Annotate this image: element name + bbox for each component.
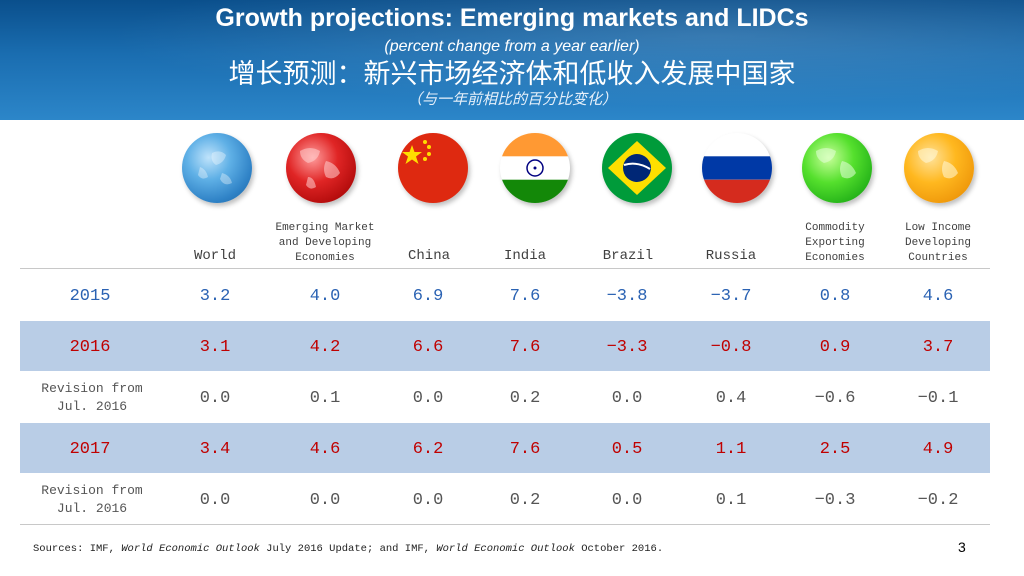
table-cell: 6.2 [412, 440, 444, 459]
table-cell: 4.6 [922, 287, 954, 306]
table-cell: 3.7 [922, 338, 954, 357]
table-cell: 3.4 [199, 440, 231, 459]
source-note: Sources: IMF, World Economic Outlook Jul… [33, 543, 664, 555]
table-cell: 0.0 [611, 389, 643, 408]
table-cell: 0.1 [715, 491, 747, 510]
divider [20, 524, 990, 525]
table-row-2016: 2016 3.1 4.2 6.6 7.6 −3.3 −0.8 0.9 3.7 [20, 321, 990, 371]
table-cell: 0.8 [819, 287, 851, 306]
col-header-russia: Russia [705, 248, 757, 264]
table-cell: 4.9 [922, 440, 954, 459]
subtitle-english: (percent change from a year earlier) [384, 38, 640, 55]
row-label: 2016 [69, 338, 111, 357]
col-header-emde: Emerging Market and Developing Economies [275, 222, 375, 264]
row-label: 2015 [69, 287, 111, 306]
table-cell: −0.1 [917, 389, 959, 408]
table-cell: −3.3 [606, 338, 648, 357]
table-cell: −0.2 [917, 491, 959, 510]
title-chinese: 增长预测：新兴市场经济体和低收入发展中国家 [228, 59, 796, 90]
table-cell: 0.5 [611, 440, 643, 459]
table-cell: 0.0 [412, 389, 444, 408]
table-cell: −0.6 [814, 389, 856, 408]
table-row-2015: 2015 3.2 4.0 6.9 7.6 −3.8 −3.7 0.8 4.6 [20, 269, 990, 321]
col-header-china: China [407, 248, 450, 264]
table-cell: 0.0 [199, 491, 231, 510]
table-row-revision-2016: Revision from Jul. 2016 0.0 0.1 0.0 0.2 … [20, 372, 990, 422]
table-cell: −0.8 [710, 338, 752, 357]
table-cell: 3.1 [199, 338, 231, 357]
brazil-flag-icon [602, 133, 672, 203]
page-number: 3 [958, 539, 966, 555]
table-cell: 7.6 [509, 338, 541, 357]
table-cell: −3.8 [606, 287, 648, 306]
table-cell: 2.5 [819, 440, 851, 459]
table-cell: 0.0 [199, 389, 231, 408]
india-flag-icon [500, 133, 570, 203]
table-cell: 4.6 [309, 440, 341, 459]
table-cell: 4.2 [309, 338, 341, 357]
table-cell: −0.3 [814, 491, 856, 510]
world-globe-icon [182, 133, 252, 203]
table-cell: 0.1 [309, 389, 341, 408]
col-header-brazil: Brazil [602, 248, 654, 264]
subtitle-chinese: （与一年前相比的百分比变化） [406, 90, 617, 108]
table-cell: 7.6 [509, 287, 541, 306]
table-cell: 1.1 [715, 440, 747, 459]
row-label: Revision from Jul. 2016 [41, 483, 143, 516]
col-header-world: World [193, 248, 236, 264]
table-row-2017: 2017 3.4 4.6 6.2 7.6 0.5 1.1 2.5 4.9 [20, 423, 990, 473]
emerging-markets-globe-icon [286, 133, 356, 203]
table-cell: 0.4 [715, 389, 747, 408]
title-banner: Growth projections: Emerging markets and… [0, 0, 1024, 120]
table-row-revision-2017: Revision from Jul. 2016 0.0 0.0 0.0 0.2 … [20, 474, 990, 524]
col-header-lidc: Low Income Developing Countries [904, 222, 971, 264]
row-label: Revision from Jul. 2016 [41, 381, 143, 414]
table-cell: 6.9 [412, 287, 444, 306]
commodity-exporters-globe-icon [802, 133, 872, 203]
table-cell: 7.6 [509, 440, 541, 459]
china-flag-icon [398, 133, 468, 203]
lidc-globe-icon [904, 133, 974, 203]
table-cell: 0.0 [611, 491, 643, 510]
table-cell: −3.7 [710, 287, 752, 306]
table-cell: 0.9 [819, 338, 851, 357]
table-cell: 0.2 [509, 389, 541, 408]
table-cell: 4.0 [309, 287, 341, 306]
table-cell: 6.6 [412, 338, 444, 357]
russia-flag-icon [702, 133, 772, 203]
col-header-india: India [503, 248, 546, 264]
row-label: 2017 [69, 440, 111, 459]
divider [20, 268, 990, 269]
table-cell: 0.2 [509, 491, 541, 510]
title-english: Growth projections: Emerging markets and… [215, 4, 809, 32]
table-cell: 0.0 [309, 491, 341, 510]
col-header-commodity-exporters: Commodity Exporting Economies [805, 222, 865, 264]
table-cell: 0.0 [412, 491, 444, 510]
table-cell: 3.2 [199, 287, 231, 306]
